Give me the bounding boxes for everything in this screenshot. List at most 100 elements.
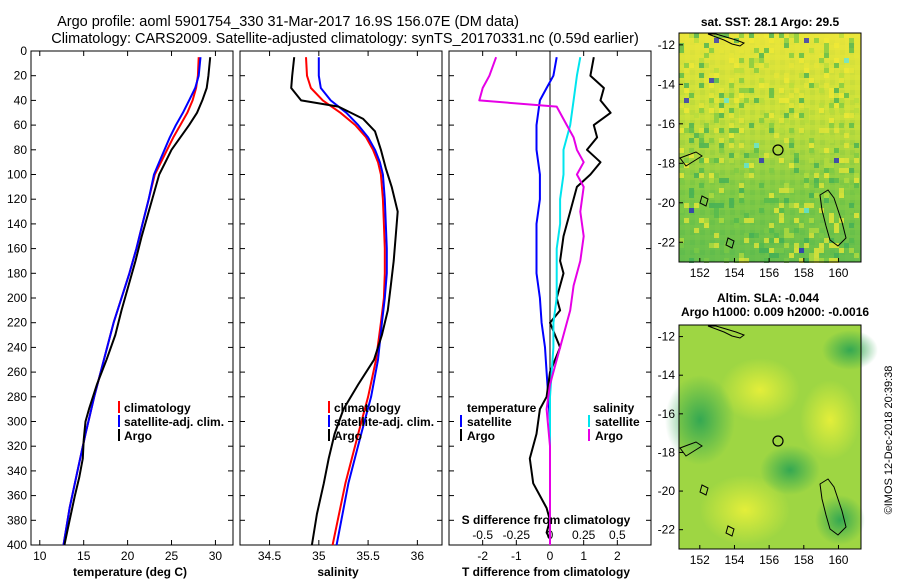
series-line-t-satellite xyxy=(535,57,558,545)
sst-pixel xyxy=(804,83,809,88)
sst-pixel xyxy=(689,208,694,213)
sst-pixel xyxy=(714,158,719,163)
sst-pixel xyxy=(684,108,689,113)
sst-pixel xyxy=(789,103,794,108)
sst-pixel xyxy=(799,258,804,263)
y-tick-label: 260 xyxy=(7,365,27,379)
sst-pixel xyxy=(819,183,824,188)
sst-pixel xyxy=(774,133,779,138)
sst-pixel xyxy=(784,38,789,43)
sst-pixel xyxy=(709,78,714,83)
sst-pixel xyxy=(814,183,819,188)
sst-pixel xyxy=(784,233,789,238)
sst-pixel xyxy=(764,198,769,203)
x-tick-label: 35.5 xyxy=(356,549,380,563)
sst-pixel xyxy=(789,203,794,208)
sla-map-axes: 152 154 156 158 160 -12 -14 -16 -18 -20 -22 xyxy=(658,330,849,567)
x-tick-label: 35 xyxy=(312,549,326,563)
sst-pixel xyxy=(829,168,834,173)
sst-pixel xyxy=(789,233,794,238)
map-y-tick-label: -20 xyxy=(658,484,676,498)
sst-pixel xyxy=(699,73,704,78)
imos-timestamp: ©IMOS 12-Dec-2018 20:39:38 xyxy=(883,366,895,515)
sst-pixel xyxy=(839,158,844,163)
sst-pixel xyxy=(829,238,834,243)
sst-pixel xyxy=(769,248,774,253)
sst-pixel xyxy=(829,93,834,98)
x-tick-label: 1 xyxy=(580,549,587,563)
sst-pixel xyxy=(719,103,724,108)
sst-pixel xyxy=(839,78,844,83)
sst-pixel xyxy=(794,158,799,163)
sst-pixel xyxy=(709,173,714,178)
sst-pixel xyxy=(769,128,774,133)
sst-pixel xyxy=(709,193,714,198)
y-tick-label: 320 xyxy=(7,439,27,453)
x-tick-label: -2 xyxy=(477,549,488,563)
sst-pixel xyxy=(744,258,749,263)
map-y-tick-label: -16 xyxy=(658,117,676,131)
sst-pixel xyxy=(714,213,719,218)
sst-pixel xyxy=(774,38,779,43)
sst-pixel xyxy=(834,223,839,228)
sst-pixel xyxy=(789,198,794,203)
sst-pixel xyxy=(694,173,699,178)
sst-pixel xyxy=(729,108,734,113)
sst-pixel xyxy=(759,48,764,53)
sst-pixel xyxy=(824,198,829,203)
y-tick-label: 20 xyxy=(14,69,28,83)
legend-title-salinity: salinity xyxy=(593,401,635,415)
sst-pixel xyxy=(844,133,849,138)
sst-pixel xyxy=(764,33,769,38)
sst-pixel xyxy=(739,258,744,263)
sst-pixel xyxy=(829,138,834,143)
sst-pixel xyxy=(829,68,834,73)
y-tick-label: 180 xyxy=(7,266,27,280)
sst-pixel xyxy=(804,38,809,43)
sst-pixel xyxy=(729,83,734,88)
sst-pixel xyxy=(789,63,794,68)
sla-coastline-east xyxy=(819,478,847,536)
sst-pixel xyxy=(719,148,724,153)
y-tick-label: 100 xyxy=(7,168,27,182)
sst-pixel xyxy=(759,208,764,213)
sst-pixel xyxy=(749,218,754,223)
sst-pixel xyxy=(719,143,724,148)
sst-pixel xyxy=(739,93,744,98)
sst-pixel xyxy=(744,153,749,158)
sst-pixel xyxy=(794,38,799,43)
map-y-tick-label: -22 xyxy=(658,523,676,537)
sst-pixel xyxy=(774,253,779,258)
sst-pixel xyxy=(749,233,754,238)
series-line-argo xyxy=(290,57,399,546)
sst-pixel xyxy=(844,243,849,248)
sst-pixel xyxy=(764,238,769,243)
sst-pixel xyxy=(734,58,739,63)
sst-pixel xyxy=(834,258,839,263)
sst-pixel xyxy=(804,73,809,78)
sst-pixel xyxy=(694,203,699,208)
sst-pixel xyxy=(824,238,829,243)
sst-pixel xyxy=(679,43,684,48)
sst-pixel xyxy=(749,88,754,93)
sst-pixel xyxy=(734,68,739,73)
sst-pixel xyxy=(759,243,764,248)
sst-pixel xyxy=(819,208,824,213)
sst-pixel xyxy=(739,33,744,38)
sst-pixel xyxy=(829,178,834,183)
sst-pixel xyxy=(769,168,774,173)
sst-pixel xyxy=(679,128,684,133)
sst-map-pixels xyxy=(679,33,859,263)
salinity-panel-frame xyxy=(239,50,443,546)
sst-pixel xyxy=(704,218,709,223)
map-x-tick-label: 158 xyxy=(794,266,814,280)
legend-label-satellite: satellite-adj. clim. xyxy=(334,415,434,429)
x-tick-label: 15 xyxy=(77,549,91,563)
sst-pixel xyxy=(689,93,694,98)
sst-pixel xyxy=(784,113,789,118)
sst-pixel xyxy=(739,188,744,193)
y-tick-label: 400 xyxy=(7,538,27,552)
sst-pixel xyxy=(729,88,734,93)
sst-pixel xyxy=(769,33,774,38)
